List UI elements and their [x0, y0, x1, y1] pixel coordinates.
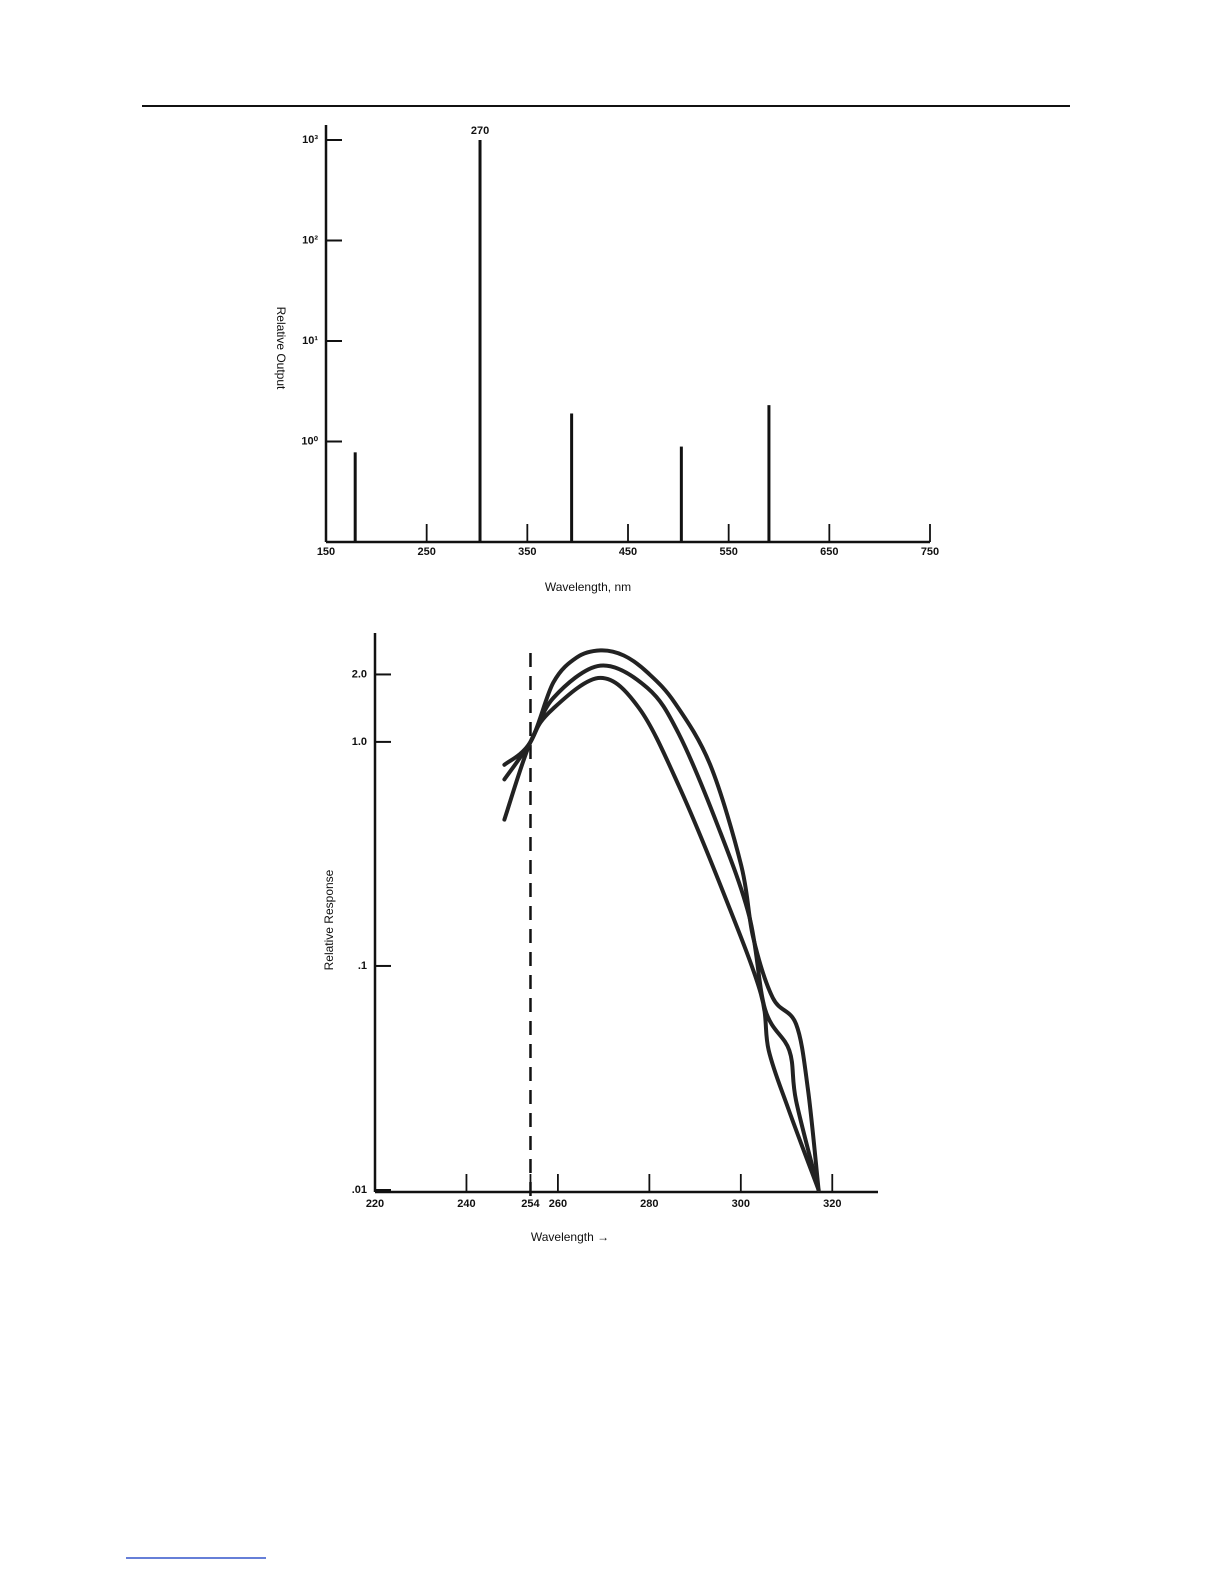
x-tick-label: 320	[823, 1198, 841, 1210]
x-tick-label: 280	[640, 1198, 658, 1210]
bar	[353, 452, 357, 542]
x-tick-label: 220	[366, 1198, 384, 1210]
x-tick-label: 150	[317, 546, 335, 558]
curve	[502, 675, 821, 1192]
bar	[478, 140, 482, 542]
curve	[502, 663, 821, 1192]
y-axis-title: Relative Output	[274, 307, 288, 390]
bar	[570, 413, 574, 542]
x-tick-label: 300	[732, 1198, 750, 1210]
y-tick-label: 10³	[302, 134, 318, 146]
bar	[679, 446, 683, 542]
annotation: 270	[471, 125, 489, 137]
x-axis-title: Wavelength, nm	[545, 580, 631, 594]
x-tick-label: 260	[549, 1198, 567, 1210]
y-axis-title: Relative Response	[322, 869, 336, 970]
x-tick-label: 550	[719, 546, 737, 558]
curve	[502, 648, 821, 1192]
y-tick-label: .01	[352, 1184, 367, 1196]
x-tick-label: 450	[619, 546, 637, 558]
y-tick-label: 10²	[302, 234, 318, 246]
y-tick-label: 2.0	[352, 668, 367, 680]
x-tick-label: 250	[417, 546, 435, 558]
x-tick-label: 750	[921, 546, 939, 558]
y-tick-label: 10⁰	[301, 435, 318, 447]
x-axis-title: Wavelength →	[531, 1230, 609, 1244]
x-tick-label: 254	[521, 1198, 540, 1210]
x-tick-label: 350	[518, 546, 536, 558]
bar	[767, 405, 771, 542]
y-tick-label: 1.0	[352, 736, 367, 748]
y-tick-label: .1	[358, 960, 367, 972]
x-tick-label: 650	[820, 546, 838, 558]
x-tick-label: 240	[457, 1198, 475, 1210]
y-tick-label: 10¹	[302, 335, 318, 347]
